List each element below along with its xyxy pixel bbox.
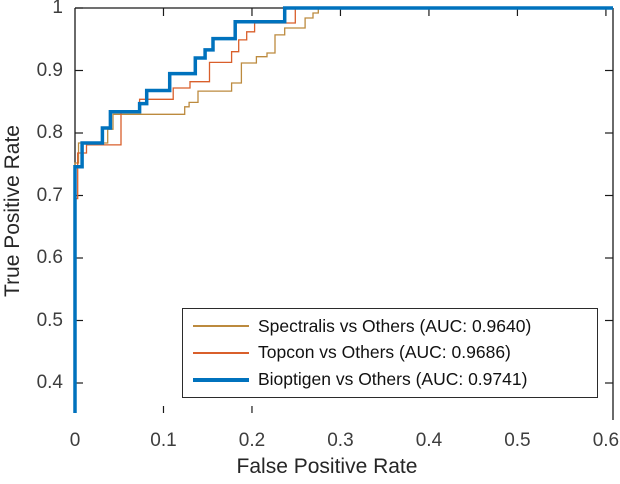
y-tick-label-0.7: 0.7 (36, 184, 63, 206)
legend: Spectralis vs Others (AUC: 0.9640) Topco… (182, 308, 598, 398)
y-tick-label-0.4: 0.4 (36, 372, 63, 393)
y-tick-label-0.8: 0.8 (36, 122, 63, 143)
x-axis-title: False Positive Rate (236, 455, 418, 478)
legend-label-spectralis: Spectralis vs Others (AUC: 0.9640) (258, 315, 532, 336)
y-axis-title: True Positive Rate (1, 125, 24, 297)
roc-curve-bioptigen (73, 6, 613, 413)
x-tick-label-0.3: 0.3 (327, 430, 354, 451)
legend-entry-spectralis: Spectralis vs Others (AUC: 0.9640) (193, 313, 597, 339)
legend-line-sample-topcon (193, 351, 249, 354)
x-tick-label-0.2: 0.2 (238, 430, 266, 451)
x-tick-label-0.5: 0.5 (504, 430, 531, 451)
x-tick-label-0: 0 (69, 430, 81, 451)
y-tick-label-0.5: 0.5 (36, 309, 63, 331)
legend-line-sample-spectralis (193, 325, 249, 328)
legend-line-sample-bioptigen (193, 377, 249, 382)
y-tick-label-0.6: 0.6 (36, 247, 63, 268)
x-tick-label-0.1: 0.1 (150, 430, 177, 451)
x-tick-label-0.4: 0.4 (415, 430, 443, 451)
legend-label-bioptigen: Bioptigen vs Others (AUC: 0.9741) (258, 369, 528, 390)
x-tick-label-0.6: 0.6 (592, 430, 620, 451)
y-tick-label-0.9: 0.9 (36, 59, 63, 81)
y-tick-label-1: 1 (52, 0, 63, 18)
legend-label-topcon: Topcon vs Others (AUC: 0.9686) (258, 342, 511, 363)
legend-entry-bioptigen: Bioptigen vs Others (AUC: 0.9741) (193, 367, 597, 393)
legend-entry-topcon: Topcon vs Others (AUC: 0.9686) (193, 340, 597, 366)
roc-curve-topcon (74, 7, 613, 413)
